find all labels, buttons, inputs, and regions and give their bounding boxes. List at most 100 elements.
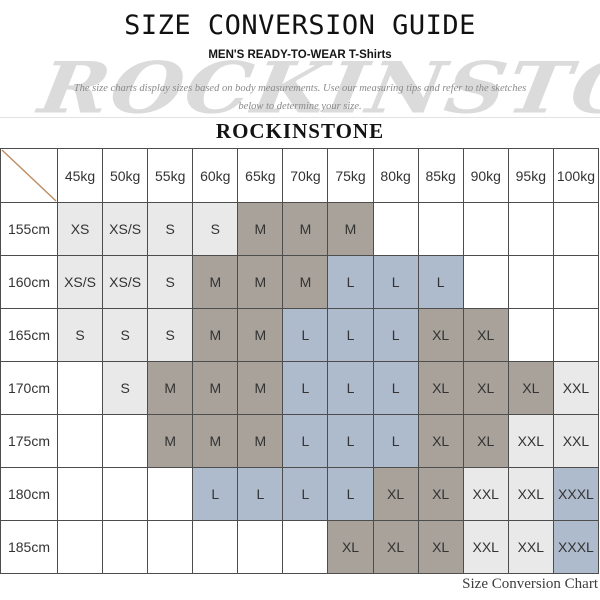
table-row: 180cm L L L L XL XL XXL XXL XXXL [0,467,600,521]
empty-cell [372,202,419,256]
size-cell: XXXL [552,467,600,521]
size-cell: XXL [507,414,554,468]
size-cell: L [282,414,329,468]
weight-header: 80kg [372,148,419,203]
size-cell: XL [462,308,509,362]
table-row: 160cm XS/S XS/S S M M M L L L [0,255,600,309]
size-cell: L [327,255,374,309]
size-cell: XL [372,467,419,521]
empty-cell [102,414,149,468]
empty-cell [237,520,284,574]
empty-cell [552,255,600,309]
subtitle: MEN'S READY-TO-WEAR T-Shirts [208,49,392,61]
size-cell: L [417,255,464,309]
size-cell: L [282,467,329,521]
size-cell: XL [462,414,509,468]
weight-header: 45kg [56,148,104,203]
size-cell: XL [462,361,509,415]
weight-header: 60kg [192,148,239,203]
empty-cell [147,467,194,521]
size-cell: XL [417,414,464,468]
size-cell: XL [372,520,419,574]
size-cell: L [372,308,419,362]
size-cell: M [147,414,194,468]
height-header: 155cm [0,202,58,256]
size-cell: XS [56,202,104,256]
empty-cell [507,255,554,309]
description-line-2: below to determine your size. [238,101,362,112]
table-row: 175cm M M M L L L XL XL XXL XXL [0,414,600,468]
size-cell: S [102,361,149,415]
size-cell: L [237,467,284,521]
empty-cell [56,361,104,415]
empty-cell [462,202,509,256]
size-cell: L [282,308,329,362]
size-cell: L [327,308,374,362]
table-row: 185cm XL XL XL XXL XXL XXXL [0,520,600,574]
size-cell: M [192,361,239,415]
table-row: 170cm S M M M L L L XL XL XL XXL [0,361,600,415]
size-cell: L [372,255,419,309]
empty-cell [462,255,509,309]
empty-cell [552,202,600,256]
size-cell: M [237,308,284,362]
empty-cell [192,520,239,574]
height-header: 175cm [0,414,58,468]
size-cell: XXL [507,467,554,521]
size-cell: M [327,202,374,256]
height-header: 160cm [0,255,58,309]
weight-header: 75kg [327,148,374,203]
size-cell: XXL [552,361,600,415]
size-cell: M [192,308,239,362]
size-cell: XL [417,361,464,415]
empty-cell [102,520,149,574]
size-cell: S [192,202,239,256]
size-cell: XXXL [552,520,600,574]
size-cell: L [327,467,374,521]
empty-cell [507,308,554,362]
height-header: 180cm [0,467,58,521]
size-cell: S [147,202,194,256]
table-row: 155cm XS XS/S S S M M M [0,202,600,256]
size-cell: M [192,414,239,468]
empty-cell [56,520,104,574]
size-cell: M [192,255,239,309]
size-cell: M [282,202,329,256]
size-cell: L [327,414,374,468]
empty-cell [417,202,464,256]
size-cell: XXL [507,520,554,574]
size-cell: XL [417,467,464,521]
weight-header: 70kg [282,148,329,203]
corner-cell [0,148,58,203]
description-line-1: The size charts display sizes based on b… [73,83,527,94]
size-cell: XXL [552,414,600,468]
weight-header: 100kg [552,148,600,203]
empty-cell [147,520,194,574]
empty-cell [56,414,104,468]
size-cell: XL [417,520,464,574]
size-cell: L [192,467,239,521]
weight-header-row: 45kg 50kg 55kg 60kg 65kg 70kg 75kg 80kg 85kg 90kg… [0,148,600,203]
size-cell: XS/S [102,255,149,309]
empty-cell [102,467,149,521]
brand-name: ROCKINSTONE [215,119,385,143]
size-cell: L [372,361,419,415]
weight-header: 90kg [462,148,509,203]
divider-line [0,117,600,118]
size-cell: M [147,361,194,415]
empty-cell [282,520,329,574]
page-title: SIZE CONVERSION GUIDE [124,10,476,41]
size-cell: XS/S [102,202,149,256]
empty-cell [56,467,104,521]
size-cell: L [282,361,329,415]
weight-header: 85kg [417,148,464,203]
size-conversion-table: 45kg 50kg 55kg 60kg 65kg 70kg 75kg 80kg 85kg 90kg… [0,148,600,574]
empty-cell [507,202,554,256]
size-cell: M [282,255,329,309]
size-cell: XL [507,361,554,415]
weight-header: 50kg [102,148,149,203]
chart-caption: Size Conversion Chart [462,576,598,592]
size-cell: XXL [462,467,509,521]
size-cell: XS/S [56,255,104,309]
size-cell: XXL [462,520,509,574]
